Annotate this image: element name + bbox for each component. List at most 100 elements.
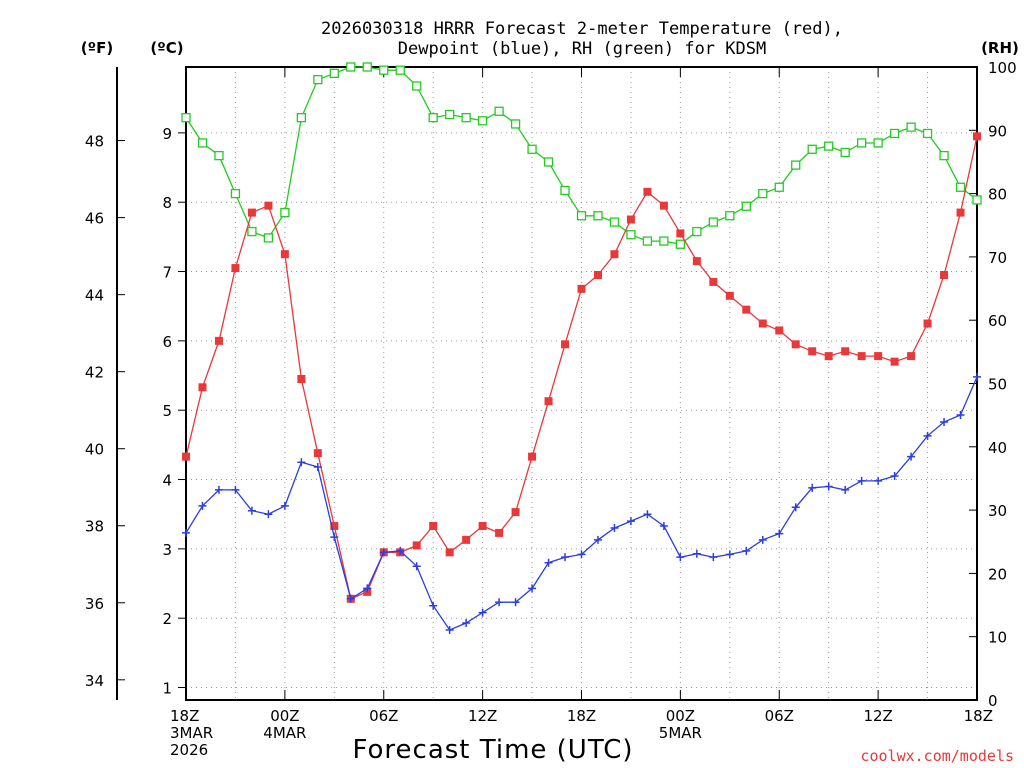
dewpoint-point <box>231 485 240 494</box>
temperature-point <box>511 508 520 517</box>
rh-point <box>560 185 570 196</box>
rh-tick-label-60: 60 <box>988 312 1007 330</box>
rh-point <box>659 236 669 246</box>
dewpoint-point <box>280 501 289 510</box>
temperature-point <box>429 521 438 530</box>
rh-point <box>329 68 339 78</box>
fahrenheit-tick-label-44: 44 <box>85 287 104 305</box>
x-tick-label-6-1: 4MAR <box>263 724 306 742</box>
dewpoint-point <box>791 503 800 512</box>
temperature-point <box>528 452 537 461</box>
plot-frame <box>185 66 978 701</box>
dewpoint-point <box>561 553 570 562</box>
temperature-point <box>874 352 883 361</box>
temperature-point <box>313 449 322 458</box>
temperature-point <box>742 305 751 314</box>
temperature-point <box>280 250 289 259</box>
temperature-point <box>709 277 718 286</box>
celsius-tick-label-8: 8 <box>162 194 172 212</box>
fahrenheit-tick-label-48: 48 <box>85 133 104 151</box>
temperature-point <box>214 336 223 345</box>
dewpoint-point <box>725 550 734 559</box>
x-tick-label-36-0: 06Z <box>765 707 794 725</box>
rh-point <box>922 128 933 139</box>
dewpoint-point <box>379 548 388 557</box>
rh-point <box>346 62 356 72</box>
temperature-point <box>940 270 949 279</box>
rh-point <box>197 138 208 148</box>
rh-point <box>873 138 883 148</box>
dewpoint-point <box>940 417 949 426</box>
temperature-point <box>544 397 553 406</box>
rh-point <box>791 160 801 170</box>
temperature-point <box>198 383 207 392</box>
temperature-point <box>692 257 701 266</box>
celsius-tick-label-1: 1 <box>162 680 172 698</box>
rh-point <box>626 230 636 240</box>
fahrenheit-tick-label-46: 46 <box>85 210 104 228</box>
x-axis-title: Forecast Time (UTC) <box>352 735 633 765</box>
rh-point <box>214 150 224 161</box>
temperature-point <box>725 291 734 300</box>
temperature-point <box>182 452 190 461</box>
rh-point <box>428 112 438 123</box>
rh-point <box>362 62 372 72</box>
rh-point <box>576 211 587 221</box>
fahrenheit-tick-label-36: 36 <box>85 595 104 613</box>
temperature-point <box>495 528 504 537</box>
rh-point <box>774 182 784 192</box>
dewpoint-point <box>478 608 487 617</box>
x-tick-label-30-1: 5MAR <box>659 724 702 742</box>
temperature-point <box>890 357 899 366</box>
axes: 1234567893436384042444648010203040506070… <box>85 59 1017 759</box>
dewpoint-point <box>544 558 553 567</box>
dewpoint-point <box>676 553 685 562</box>
rh-point <box>939 150 949 161</box>
rh-tick-label-30: 30 <box>988 502 1007 520</box>
rh-point <box>445 109 455 120</box>
dewpoint-point <box>462 619 471 628</box>
dewpoint-point <box>363 584 372 593</box>
credit-text: coolwx.com/models <box>860 747 1014 765</box>
x-tick-label-6-0: 00Z <box>270 707 299 725</box>
rh-point <box>280 207 290 218</box>
x-tick-label-42-0: 12Z <box>863 707 892 725</box>
rh-point <box>247 226 257 237</box>
celsius-unit-label: (ºC) <box>150 39 183 57</box>
dewpoint-point <box>841 485 850 494</box>
temperature-point <box>824 352 833 361</box>
dewpoint-point <box>659 521 668 530</box>
rh-point <box>889 128 900 139</box>
rh-point <box>856 138 867 148</box>
fahrenheit-unit-label: (ºF) <box>81 39 113 57</box>
temperature-point <box>264 201 273 210</box>
dewpoint-point <box>709 553 718 562</box>
dewpoint-point <box>396 546 405 555</box>
temperature-series <box>182 132 981 603</box>
dewpoint-point <box>808 483 817 492</box>
temperature-point <box>561 340 570 349</box>
dewpoint-point <box>330 533 339 542</box>
rh-unit-label: (RH) <box>981 39 1019 57</box>
temperature-point <box>643 187 652 196</box>
temperature-point <box>907 352 916 361</box>
dewpoint-point <box>264 510 273 519</box>
temperature-point <box>923 319 932 328</box>
rh-point <box>824 141 834 151</box>
rh-tick-label-10: 10 <box>988 629 1007 647</box>
temperature-point <box>973 132 981 141</box>
dewpoint-point <box>890 472 899 481</box>
chart-title-line1: 2026030318 HRRR Forecast 2-meter Tempera… <box>321 19 843 39</box>
rh-point <box>494 106 504 116</box>
dewpoint-point <box>445 625 454 634</box>
temperature-point <box>593 270 602 279</box>
x-tick-label-0-0: 18Z <box>170 707 199 725</box>
rh-tick-label-20: 20 <box>988 565 1007 583</box>
rh-point <box>230 188 241 199</box>
x-tick-label-24-0: 18Z <box>567 707 596 725</box>
rh-point <box>642 236 653 246</box>
rh-point <box>741 201 751 211</box>
x-tick-label-30-0: 00Z <box>666 707 695 725</box>
celsius-tick-label-5: 5 <box>162 402 172 420</box>
fahrenheit-tick-label-40: 40 <box>85 441 104 459</box>
